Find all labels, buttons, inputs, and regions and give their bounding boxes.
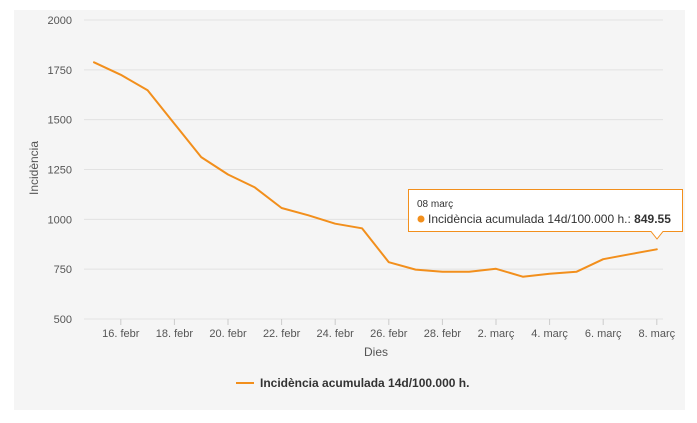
y-tick-label: 1250: [48, 165, 72, 177]
series-line[interactable]: [93, 61, 658, 278]
data-point[interactable]: [196, 152, 206, 162]
x-tick-label: 26. febr: [370, 328, 408, 340]
data-point[interactable]: [545, 269, 555, 279]
data-point[interactable]: [384, 257, 394, 267]
tooltip-series-dot: [417, 215, 425, 223]
tooltip-box: [408, 189, 683, 240]
data-point[interactable]: [598, 254, 608, 264]
y-tick-label: 1750: [48, 65, 72, 77]
tooltip-value: 849.55: [634, 212, 671, 226]
y-tick-label: 750: [54, 264, 72, 276]
tooltip: 08 març Incidència acumulada 14d/100.000…: [408, 189, 683, 240]
data-point[interactable]: [518, 272, 528, 282]
legend-label[interactable]: Incidència acumulada 14d/100.000 h.: [260, 376, 469, 390]
data-point[interactable]: [116, 70, 126, 80]
data-point[interactable]: [303, 210, 313, 220]
data-point[interactable]: [625, 249, 635, 259]
x-tick-label: 28. febr: [424, 328, 462, 340]
tooltip-series-label: Incidència acumulada 14d/100.000 h.:: [428, 212, 631, 226]
data-point[interactable]: [250, 182, 260, 192]
data-point[interactable]: [571, 267, 581, 277]
data-point[interactable]: [437, 267, 447, 277]
y-tick-label: 1000: [48, 214, 72, 226]
data-point[interactable]: [411, 265, 421, 275]
x-tick-label: 22. febr: [263, 328, 301, 340]
data-point[interactable]: [652, 244, 662, 254]
x-tick-label: 4. març: [531, 328, 568, 340]
legend[interactable]: Incidència acumulada 14d/100.000 h.: [236, 376, 469, 390]
x-tick-label: 16. febr: [102, 328, 140, 340]
series-group: [89, 57, 662, 282]
y-tick-label: 1500: [48, 115, 72, 127]
data-point[interactable]: [491, 264, 501, 274]
chart-container: 500 750 1000 1250 1500 1750 2000 16. febr 18. f…: [14, 10, 685, 410]
x-tick-label: 20. febr: [209, 328, 247, 340]
x-tick-label: 8. març: [638, 328, 675, 340]
data-point[interactable]: [223, 169, 233, 179]
data-point[interactable]: [169, 119, 179, 129]
data-point[interactable]: [357, 223, 367, 233]
x-tick-label: 24. febr: [317, 328, 355, 340]
x-axis-title: Dies: [364, 345, 388, 359]
data-point[interactable]: [464, 267, 474, 277]
tooltip-series-line: Incidència acumulada 14d/100.000 h.: 849…: [428, 212, 671, 226]
x-tick-label: 18. febr: [156, 328, 194, 340]
y-tick-label: 2000: [48, 15, 72, 27]
data-point[interactable]: [330, 219, 340, 229]
x-axis-ticks: 16. febr 18. febr 20. febr 22. febr 24. febr…: [102, 319, 676, 340]
y-axis-ticks: 500 750 1000 1250 1500 1750 2000: [48, 15, 72, 326]
x-tick-label: 6. març: [585, 328, 622, 340]
y-axis-title: Incidència: [27, 141, 41, 195]
data-point[interactable]: [89, 57, 99, 67]
x-tick-label: 2. març: [478, 328, 515, 340]
data-point[interactable]: [143, 85, 153, 95]
gridlines: [84, 19, 663, 320]
line-chart: 500 750 1000 1250 1500 1750 2000 16. febr 18. f…: [27, 15, 683, 390]
tooltip-date: 08 març: [417, 199, 453, 210]
y-tick-label: 500: [54, 314, 72, 326]
data-point[interactable]: [277, 203, 287, 213]
